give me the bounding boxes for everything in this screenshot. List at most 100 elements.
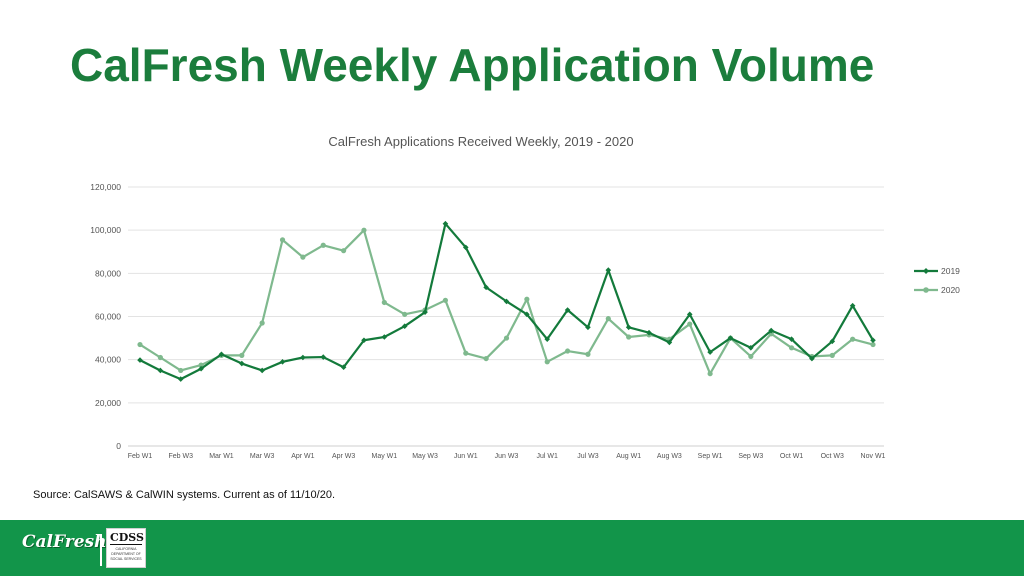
x-tick-label: Oct W1 [780,453,803,460]
x-tick-label: Jun W3 [495,453,519,460]
y-axis-ticks: 0 20,000 40,000 60,000 80,000 100,000 120,000 [90,182,121,451]
data-point-2020 [564,348,571,354]
data-point-2019 [686,311,693,318]
x-tick-label: Sep W1 [698,453,723,460]
calfresh-logo: CalFresh [22,532,106,552]
data-point-2020 [829,352,835,358]
x-tick-label: May W1 [371,453,397,460]
legend-label: 2019 [941,266,960,276]
data-point-2019 [707,349,713,355]
data-point-2019 [218,351,225,358]
data-point-2019 [829,338,836,345]
legend-label: 2020 [941,285,960,295]
data-point-2020 [402,311,408,317]
data-point-2020 [626,334,632,340]
data-point-2020 [707,371,713,377]
data-point-2019 [239,360,245,367]
source-note: Source: CalSAWS & CalWIN systems. Curren… [33,489,335,501]
data-point-2019 [585,324,591,331]
footer-bar [0,520,1024,576]
data-point-2019 [768,327,774,334]
data-point-2019 [625,324,632,331]
y-tick-label: 20,000 [95,398,121,408]
data-point-2019 [381,334,388,340]
data-point-2020 [503,335,510,341]
data-point-2020 [361,227,367,233]
y-tick-label: 40,000 [95,355,121,365]
cdss-logo: CDSS CALIFORNIA DEPARTMENT OF SOCIAL SER… [106,528,146,568]
data-point-2020 [137,341,143,348]
data-point-2020 [585,351,591,357]
data-point-2020 [605,316,611,322]
data-point-2020 [239,352,245,358]
y-tick-label: 120,000 [90,182,121,192]
data-point-2019 [483,284,489,291]
slide-title: CalFresh Weekly Application Volume [70,39,875,91]
chart-series [137,220,876,382]
data-point-2019 [422,309,428,315]
data-point-2020 [442,297,449,303]
data-point-2020 [300,254,306,260]
data-point-2019 [401,323,408,330]
data-point-2020 [157,354,163,361]
data-point-2019 [259,367,265,374]
data-point-2020 [341,248,347,254]
x-tick-label: Apr W1 [291,453,314,460]
x-tick-label: Mar W3 [250,453,275,460]
data-point-2020 [198,362,204,368]
data-point-2019 [646,329,652,336]
cdss-logo-subtext: CALIFORNIA DEPARTMENT OF SOCIAL SERVICES [110,547,142,561]
data-point-2019 [544,336,551,342]
data-point-2020 [524,296,530,302]
x-tick-label: Jul W1 [537,453,559,460]
x-tick-label: Nov W1 [861,453,886,460]
data-point-2019 [564,307,571,313]
data-point-2020 [788,345,795,351]
legend-marker-2019 [923,268,929,274]
y-tick-label: 0 [116,441,121,451]
data-point-2020 [279,237,286,243]
x-tick-label: Oct W3 [821,453,844,460]
data-point-2020 [850,336,856,342]
data-point-2020 [687,321,693,327]
y-tick-label: 60,000 [95,312,121,322]
data-point-2019 [442,220,449,227]
data-point-2020 [544,359,550,365]
line-chart: CalFresh Applications Received Weekly, 2… [90,134,960,460]
data-point-2019 [279,359,286,365]
data-point-2019 [462,244,469,251]
chart-gridlines [128,186,884,447]
x-tick-label: May W3 [412,453,438,460]
chart-legend: 2019 2020 [914,266,960,295]
x-tick-label: Mar W1 [209,453,234,460]
data-point-2020 [178,367,184,374]
data-point-2019 [666,339,673,346]
x-tick-label: Jun W1 [454,453,478,460]
x-tick-label: Jul W3 [577,453,599,460]
x-tick-label: Apr W3 [332,453,355,460]
data-point-2019 [177,376,184,382]
data-point-2019 [870,337,876,344]
data-point-2019 [198,365,204,372]
data-point-2019 [605,267,612,273]
data-point-2019 [320,354,327,360]
data-point-2019 [137,357,143,363]
data-point-2019 [849,302,856,309]
logo-divider [100,534,102,566]
data-point-2020 [748,353,754,360]
data-point-2020 [320,242,326,248]
data-point-2020 [463,350,469,356]
data-point-2020 [259,320,265,326]
x-tick-label: Aug W3 [657,453,682,460]
x-tick-label: Feb W3 [168,453,193,460]
data-point-2019 [157,367,164,374]
x-axis-ticks: Feb W1 Feb W3 Mar W1 Mar W3 Apr W1 Apr W3 May … [128,453,886,460]
data-point-2019 [524,311,530,318]
calfresh-logo-text: CalFresh [22,532,107,552]
x-tick-label: Aug W1 [616,453,641,460]
cdss-logo-text: CDSS [110,531,144,545]
data-point-2019 [300,354,306,361]
data-point-2019 [361,337,367,344]
data-point-2020 [870,341,876,348]
x-tick-label: Feb W1 [128,453,153,460]
